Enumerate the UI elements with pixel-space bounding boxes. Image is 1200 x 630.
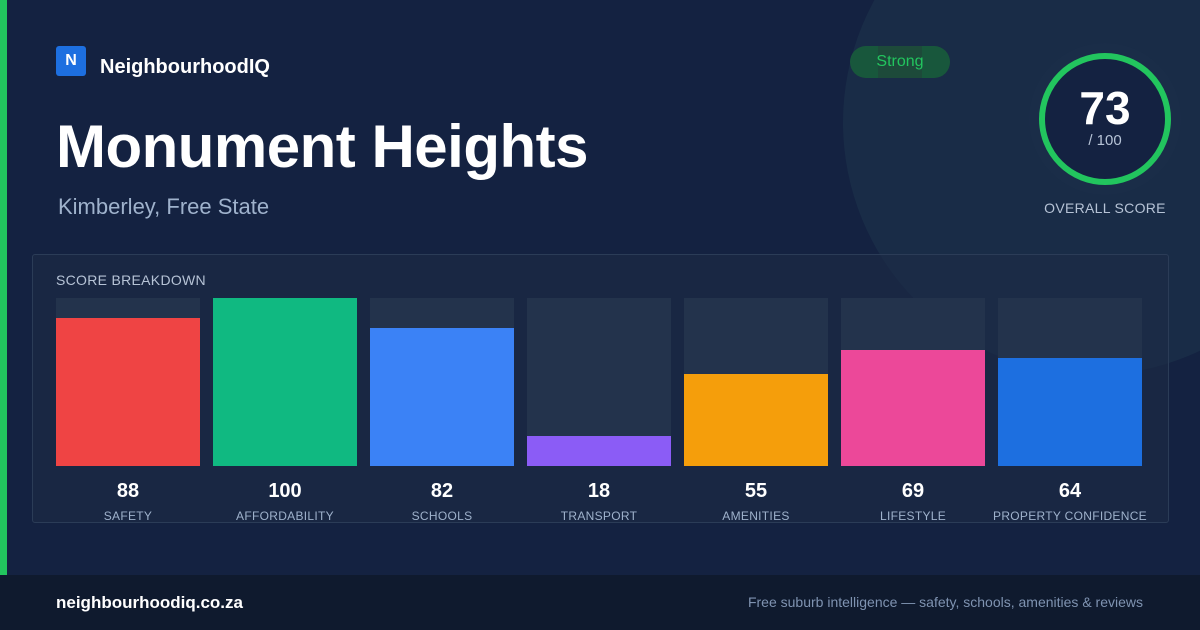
bar-label: LIFESTYLE — [879, 509, 947, 523]
bar-lifestyle: 69 LIFESTYLE — [841, 298, 985, 523]
bar-safety: 88 SAFETY — [56, 298, 200, 523]
bar-label: AFFORDABILITY — [236, 509, 334, 523]
bar-label: PROPERTY CONFIDENCE — [993, 509, 1147, 523]
location-subtitle: Kimberley, Free State — [58, 194, 270, 219]
bar-fill — [213, 298, 357, 466]
bar-track — [527, 298, 671, 466]
bar-fill — [56, 318, 200, 466]
bar-fill — [684, 374, 828, 466]
bar-label: TRANSPORT — [560, 509, 638, 523]
brand-logo-letter: N — [65, 52, 77, 69]
bar-value: 82 — [430, 480, 454, 502]
footer — [0, 575, 1200, 630]
bar-track — [56, 298, 200, 466]
bar-property-confidence: 64 PROPERTY CONFIDENCE — [993, 298, 1147, 523]
score-breakdown-chart: 88 SAFETY 100 AFFORDABILITY 82 SCHOOLS 18 TRANS… — [56, 298, 1147, 523]
accent-bar — [0, 0, 7, 575]
overall-score-ring — [1029, 43, 1181, 195]
bar-amenities: 55 AMENITIES — [684, 298, 828, 523]
bar-fill — [998, 358, 1142, 466]
bar-label: SCHOOLS — [411, 509, 473, 523]
score-ring-progress — [1039, 53, 1171, 185]
overall-score-value: 73 — [1079, 82, 1131, 134]
bar-value: 69 — [901, 480, 925, 502]
bar-track — [370, 298, 514, 466]
bar-value: 18 — [587, 480, 611, 502]
bar-track — [998, 298, 1142, 466]
brand-name: NeighbourhoodIQ — [100, 56, 270, 78]
bar-value: 64 — [1058, 480, 1082, 502]
bar-affordability: 100 AFFORDABILITY — [213, 298, 357, 523]
bar-schools: 82 SCHOOLS — [370, 298, 514, 523]
bar-value: 88 — [116, 480, 140, 502]
bar-fill — [841, 350, 985, 466]
footer-url: neighbourhoodiq.co.za — [56, 593, 243, 612]
overall-score-max: / 100 — [1088, 132, 1122, 149]
bar-transport: 18 TRANSPORT — [527, 298, 671, 523]
status-badge-label: Strong — [876, 53, 924, 70]
bar-track — [841, 298, 985, 466]
bar-fill — [527, 436, 671, 466]
status-badge: Strong — [850, 46, 950, 78]
bar-label: SAFETY — [103, 509, 153, 523]
footer-tagline: Free suburb intelligence — safety, schoo… — [747, 594, 1143, 610]
brand-logo: N — [56, 46, 86, 76]
bar-label: AMENITIES — [722, 509, 790, 523]
bar-value: 100 — [268, 480, 302, 502]
bar-value: 55 — [744, 480, 768, 502]
overall-score-label: OVERALL SCORE — [1044, 200, 1166, 216]
score-breakdown-title: SCORE BREAKDOWN — [56, 272, 206, 288]
bar-track — [213, 298, 357, 466]
bar-track — [684, 298, 828, 466]
bar-fill — [370, 328, 514, 466]
page-title: Monument Heights — [56, 113, 588, 180]
